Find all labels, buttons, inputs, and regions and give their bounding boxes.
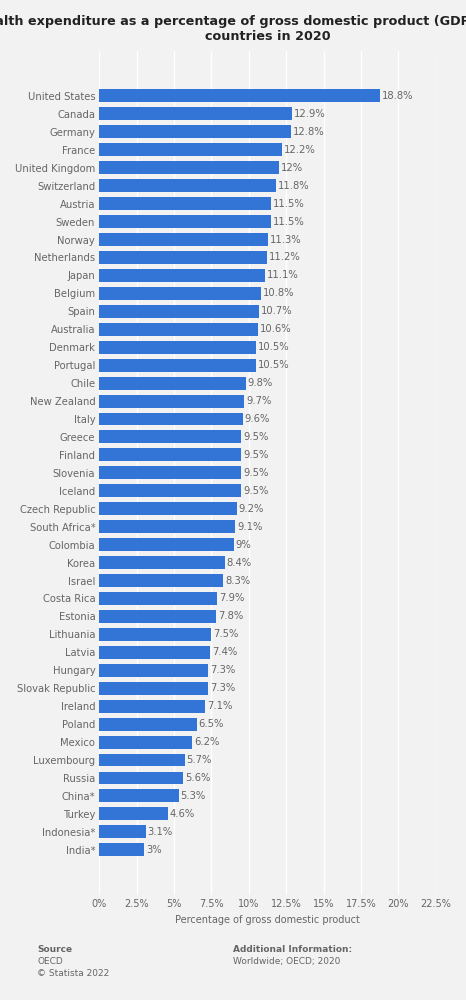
Bar — [99, 125, 291, 138]
Text: Source: Source — [37, 945, 72, 954]
Text: 18.8%: 18.8% — [382, 91, 414, 101]
Text: 6.2%: 6.2% — [194, 737, 219, 747]
Text: 12.9%: 12.9% — [294, 109, 326, 119]
Bar — [99, 466, 241, 479]
Bar — [99, 610, 216, 623]
Text: 11.8%: 11.8% — [277, 181, 309, 191]
Text: 9.1%: 9.1% — [237, 522, 262, 532]
Text: 10.8%: 10.8% — [262, 288, 294, 298]
Text: 11.3%: 11.3% — [270, 235, 302, 245]
Text: 7.5%: 7.5% — [213, 629, 239, 639]
Text: 7.1%: 7.1% — [207, 701, 233, 711]
X-axis label: Percentage of gross domestic product: Percentage of gross domestic product — [175, 915, 360, 925]
Bar — [99, 161, 279, 174]
Bar — [99, 520, 235, 533]
Bar — [99, 305, 259, 318]
Text: 11.2%: 11.2% — [268, 252, 300, 262]
Text: 9.5%: 9.5% — [243, 432, 268, 442]
Bar — [99, 502, 237, 515]
Text: 9.2%: 9.2% — [239, 504, 264, 514]
Bar — [99, 574, 223, 587]
Text: 7.3%: 7.3% — [210, 665, 235, 675]
Text: Additional Information:: Additional Information: — [233, 945, 352, 954]
Text: 5.7%: 5.7% — [186, 755, 212, 765]
Bar — [99, 592, 218, 605]
Text: 11.5%: 11.5% — [273, 199, 305, 209]
Bar — [99, 197, 271, 210]
Text: 9.6%: 9.6% — [245, 414, 270, 424]
Text: 12.2%: 12.2% — [283, 145, 315, 155]
Bar — [99, 556, 225, 569]
Text: 10.6%: 10.6% — [260, 324, 291, 334]
Bar — [99, 736, 192, 749]
Bar — [99, 700, 206, 713]
Text: © Statista 2022: © Statista 2022 — [37, 969, 110, 978]
Bar — [99, 664, 208, 677]
Text: 3%: 3% — [146, 845, 162, 855]
Bar — [99, 413, 243, 425]
Bar — [99, 359, 256, 372]
Text: 7.4%: 7.4% — [212, 647, 237, 657]
Text: 6.5%: 6.5% — [199, 719, 224, 729]
Bar — [99, 89, 380, 102]
Text: 4.6%: 4.6% — [170, 809, 195, 819]
Bar — [99, 323, 258, 336]
Text: 9.7%: 9.7% — [246, 396, 272, 406]
Text: 3.1%: 3.1% — [148, 827, 173, 837]
Text: 8.3%: 8.3% — [225, 576, 250, 586]
Bar — [99, 233, 268, 246]
Bar — [99, 287, 261, 300]
Bar — [99, 718, 197, 731]
Text: 5.3%: 5.3% — [180, 791, 206, 801]
Title: Health expenditure as a percentage of gross domestic product (GDP) in selected
c: Health expenditure as a percentage of gr… — [0, 15, 466, 43]
Text: OECD: OECD — [37, 957, 63, 966]
Bar — [99, 646, 210, 659]
Text: 7.9%: 7.9% — [219, 593, 245, 603]
Text: 9.5%: 9.5% — [243, 468, 268, 478]
Text: 11.5%: 11.5% — [273, 217, 305, 227]
Text: Worldwide; OECD; 2020: Worldwide; OECD; 2020 — [233, 957, 340, 966]
Bar — [99, 754, 185, 766]
Text: 12%: 12% — [281, 163, 302, 173]
Bar — [99, 215, 271, 228]
Bar — [99, 377, 246, 390]
Bar — [99, 179, 276, 192]
Text: 7.8%: 7.8% — [218, 611, 243, 621]
Text: 11.1%: 11.1% — [267, 270, 299, 280]
Bar — [99, 395, 244, 408]
Text: 9.8%: 9.8% — [247, 378, 273, 388]
Text: 9%: 9% — [236, 540, 252, 550]
Bar — [99, 538, 234, 551]
Text: 8.4%: 8.4% — [226, 558, 252, 568]
Bar — [99, 628, 212, 641]
Text: 10.5%: 10.5% — [258, 360, 290, 370]
Text: 10.7%: 10.7% — [261, 306, 293, 316]
Bar — [99, 107, 292, 120]
Text: 12.8%: 12.8% — [293, 127, 324, 137]
Bar — [99, 682, 208, 695]
Bar — [99, 430, 241, 443]
Bar — [99, 448, 241, 461]
Bar — [99, 341, 256, 354]
Bar — [99, 772, 183, 784]
Text: 10.5%: 10.5% — [258, 342, 290, 352]
Text: 9.5%: 9.5% — [243, 450, 268, 460]
Bar — [99, 843, 144, 856]
Text: 9.5%: 9.5% — [243, 486, 268, 496]
Bar — [99, 825, 146, 838]
Bar — [99, 269, 265, 282]
Bar — [99, 251, 267, 264]
Bar — [99, 789, 178, 802]
Bar — [99, 143, 281, 156]
Text: 7.3%: 7.3% — [210, 683, 235, 693]
Bar — [99, 484, 241, 497]
Bar — [99, 807, 168, 820]
Text: 5.6%: 5.6% — [185, 773, 210, 783]
